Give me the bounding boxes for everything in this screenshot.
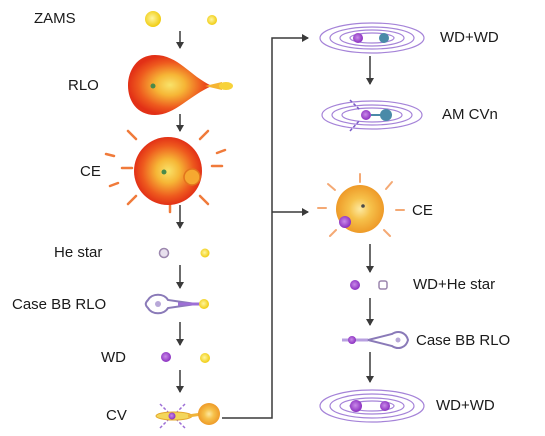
wd-companion	[200, 353, 210, 363]
wd-wd-top-binary	[319, 22, 425, 54]
label-case-bb-rlo-left: Case BB RLO	[12, 296, 107, 313]
rlo-stream	[205, 82, 222, 90]
ce-left-companion	[183, 168, 201, 186]
he-star-companion	[200, 248, 210, 258]
case-bb-right-binary	[342, 331, 410, 349]
case-bb-left-binary	[144, 293, 209, 315]
he-star-body	[158, 247, 170, 259]
cv-white-dwarf	[168, 412, 176, 420]
am-cvn-donor	[380, 109, 392, 121]
ce-right-envelope	[317, 173, 405, 237]
wd-body	[161, 352, 171, 362]
wd-wd-bottom-binary	[319, 389, 425, 423]
cv-donor	[198, 403, 220, 425]
label-ce-right: CE	[412, 202, 433, 219]
wd-wd-bottom-star-b	[380, 401, 390, 411]
wd-wd-top-star-a	[353, 33, 363, 43]
case-bb-right-accretor	[348, 336, 356, 344]
am-cvn-jets	[349, 99, 361, 132]
ce-left-giant	[134, 137, 202, 205]
label-am-cvn: AM CVn	[442, 106, 498, 123]
wd-wd-top-star-b	[379, 33, 389, 43]
am-cvn-binary	[321, 99, 423, 132]
case-bb-left-lobe	[144, 293, 197, 315]
label-wd-wd-top: WD+WD	[440, 29, 499, 46]
cv-jets	[159, 403, 186, 429]
label-he-star: He star	[54, 244, 103, 261]
rlo-accretor	[219, 82, 233, 90]
label-wd-he-star: WD+He star	[413, 276, 496, 293]
label-wd-wd-bottom: WD+WD	[436, 397, 495, 414]
ce-left-core	[161, 169, 167, 175]
ce-right-rays	[317, 173, 405, 237]
case-bb-right-lobe	[367, 331, 410, 349]
zams-primary-star	[145, 11, 161, 27]
label-cv: CV	[106, 407, 127, 424]
label-rlo: RLO	[68, 77, 99, 94]
rlo-donor-lobe	[127, 55, 212, 115]
label-case-bb-rlo-right: Case BB RLO	[416, 332, 511, 349]
am-cvn-accretor	[361, 110, 371, 120]
label-wd: WD	[101, 349, 126, 366]
case-bb-right-core	[395, 337, 401, 343]
arrow-to-wd-wd-top	[222, 34, 309, 419]
rlo-binary	[127, 55, 233, 115]
case-bb-left-core	[155, 301, 161, 307]
zams-binary	[145, 11, 217, 27]
wd-he-star-he	[378, 280, 388, 290]
ce-left-rays	[104, 129, 227, 214]
ce-left-envelope	[104, 129, 227, 214]
ce-right-wd	[339, 216, 351, 228]
branch-connector	[222, 34, 309, 419]
wd-binary	[161, 352, 210, 363]
wd-wd-bottom-star-a	[350, 400, 362, 412]
rlo-core	[150, 83, 156, 89]
label-ce-left: CE	[80, 163, 101, 180]
ce-right-core	[361, 204, 365, 208]
cv-binary	[155, 403, 220, 429]
case-bb-left-accretor	[199, 299, 209, 309]
label-zams: ZAMS	[34, 10, 76, 27]
wd-he-star-wd	[350, 280, 360, 290]
he-star-binary	[158, 247, 210, 259]
zams-secondary-star	[207, 15, 217, 25]
wd-he-star-binary	[350, 280, 388, 290]
